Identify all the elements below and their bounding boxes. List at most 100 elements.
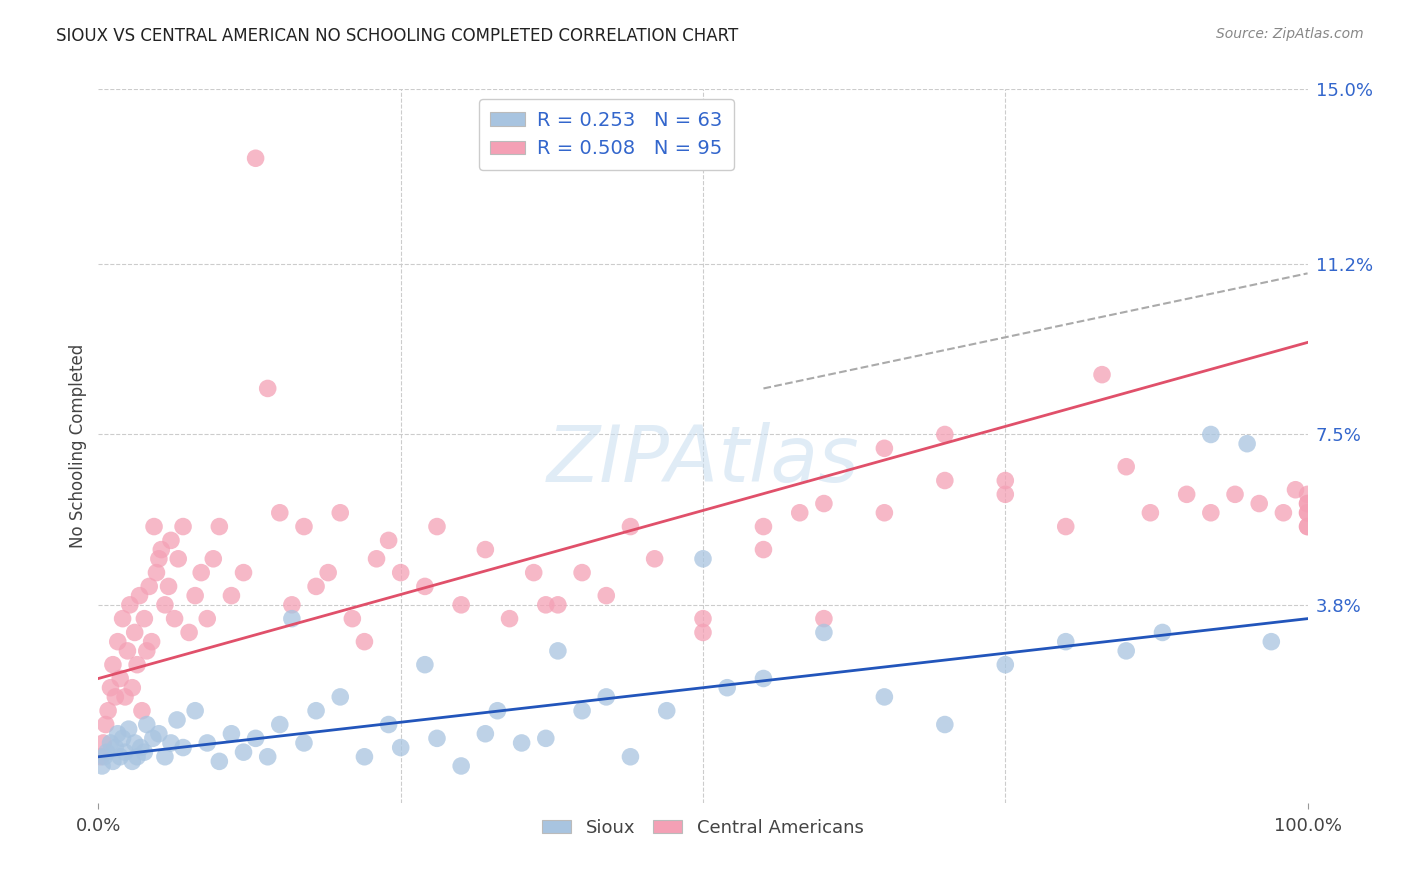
- Point: [994, 657, 1017, 672]
- Point: [813, 497, 835, 511]
- Text: ZIPAtlas: ZIPAtlas: [547, 422, 859, 499]
- Point: [934, 427, 956, 442]
- Point: [141, 634, 163, 648]
- Point: [256, 381, 278, 395]
- Point: [329, 506, 352, 520]
- Point: [195, 736, 218, 750]
- Point: [934, 717, 956, 731]
- Point: [1223, 487, 1246, 501]
- Point: [1091, 368, 1114, 382]
- Point: [118, 598, 141, 612]
- Point: [131, 704, 153, 718]
- Point: [148, 551, 170, 566]
- Point: [342, 612, 364, 626]
- Point: [124, 625, 146, 640]
- Point: [450, 598, 472, 612]
- Point: [619, 749, 641, 764]
- Point: [486, 704, 509, 718]
- Point: [107, 634, 129, 648]
- Point: [366, 551, 388, 566]
- Point: [121, 681, 143, 695]
- Point: [353, 634, 375, 648]
- Point: [153, 749, 176, 764]
- Point: [138, 579, 160, 593]
- Point: [127, 749, 149, 764]
- Point: [413, 657, 436, 672]
- Point: [114, 690, 136, 704]
- Point: [873, 442, 896, 456]
- Point: [104, 690, 127, 704]
- Point: [389, 740, 412, 755]
- Point: [1296, 506, 1319, 520]
- Point: [1296, 506, 1319, 520]
- Point: [91, 736, 114, 750]
- Point: [292, 519, 315, 533]
- Point: [195, 612, 218, 626]
- Point: [752, 672, 775, 686]
- Text: SIOUX VS CENTRAL AMERICAN NO SCHOOLING COMPLETED CORRELATION CHART: SIOUX VS CENTRAL AMERICAN NO SCHOOLING C…: [56, 27, 738, 45]
- Point: [160, 736, 183, 750]
- Point: [281, 598, 304, 612]
- Point: [232, 745, 254, 759]
- Point: [292, 736, 315, 750]
- Point: [232, 566, 254, 580]
- Point: [510, 736, 533, 750]
- Point: [994, 487, 1017, 501]
- Point: [1272, 506, 1295, 520]
- Point: [316, 566, 339, 580]
- Point: [934, 474, 956, 488]
- Point: [426, 519, 449, 533]
- Point: [1284, 483, 1306, 497]
- Point: [135, 717, 157, 731]
- Point: [269, 506, 291, 520]
- Point: [1199, 506, 1222, 520]
- Point: [1249, 497, 1271, 511]
- Point: [1139, 506, 1161, 520]
- Point: [128, 589, 150, 603]
- Point: [101, 755, 124, 769]
- Point: [127, 657, 149, 672]
- Point: [692, 551, 714, 566]
- Point: [166, 713, 188, 727]
- Point: [256, 749, 278, 764]
- Point: [145, 566, 167, 580]
- Point: [752, 519, 775, 533]
- Point: [534, 598, 557, 612]
- Point: [534, 731, 557, 746]
- Point: [172, 740, 194, 755]
- Point: [221, 727, 243, 741]
- Point: [134, 745, 156, 759]
- Point: [474, 542, 496, 557]
- Point: [202, 551, 225, 566]
- Point: [143, 519, 166, 533]
- Point: [595, 690, 617, 704]
- Text: Source: ZipAtlas.com: Source: ZipAtlas.com: [1216, 27, 1364, 41]
- Point: [269, 717, 291, 731]
- Point: [93, 749, 115, 764]
- Point: [221, 589, 243, 603]
- Point: [644, 551, 666, 566]
- Point: [813, 612, 835, 626]
- Point: [1115, 644, 1137, 658]
- Point: [595, 589, 617, 603]
- Point: [716, 681, 738, 695]
- Point: [107, 727, 129, 741]
- Point: [111, 612, 134, 626]
- Point: [190, 566, 212, 580]
- Point: [117, 644, 139, 658]
- Y-axis label: No Schooling Completed: No Schooling Completed: [69, 344, 87, 548]
- Point: [329, 690, 352, 704]
- Point: [184, 704, 207, 718]
- Point: [167, 551, 190, 566]
- Point: [208, 755, 231, 769]
- Point: [172, 519, 194, 533]
- Point: [179, 625, 201, 640]
- Point: [118, 722, 141, 736]
- Point: [813, 625, 835, 640]
- Point: [153, 598, 176, 612]
- Point: [474, 727, 496, 741]
- Point: [789, 506, 811, 520]
- Point: [108, 749, 131, 764]
- Point: [100, 736, 122, 750]
- Point: [245, 151, 267, 165]
